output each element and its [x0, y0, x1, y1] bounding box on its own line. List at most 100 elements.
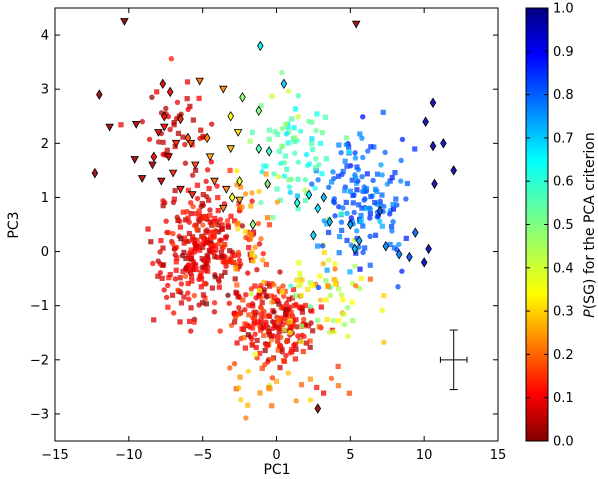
data-point [309, 119, 315, 125]
colorbar-tick-label: 1.0 [553, 2, 574, 17]
data-point [381, 293, 387, 299]
data-point [387, 211, 393, 217]
data-point [343, 199, 349, 206]
data-point [243, 415, 249, 421]
data-point [211, 300, 218, 306]
data-point [352, 155, 359, 161]
data-point [273, 378, 280, 384]
data-point [159, 275, 165, 281]
data-point [254, 267, 260, 273]
data-point [283, 315, 290, 321]
data-point [277, 197, 283, 203]
data-point [298, 382, 305, 388]
diamond-marker [422, 116, 429, 127]
y-tick-label: 0 [41, 245, 49, 260]
data-point [263, 261, 269, 268]
data-point [328, 375, 335, 382]
data-point [186, 230, 192, 237]
data-point [197, 247, 203, 253]
diamond-marker [293, 197, 301, 209]
data-point [305, 286, 311, 292]
diamond-marker [429, 97, 437, 108]
diamond-marker [376, 205, 384, 217]
data-point [341, 311, 347, 317]
data-point [264, 343, 270, 349]
data-point [367, 215, 373, 221]
data-point [291, 135, 298, 141]
data-point [178, 300, 185, 306]
data-point [350, 192, 356, 199]
data-point [377, 202, 383, 208]
triangle-marker [154, 129, 163, 137]
data-point [332, 213, 338, 219]
data-point [342, 187, 348, 194]
data-point [242, 191, 249, 197]
triangle-marker [160, 123, 169, 132]
data-point [177, 275, 183, 281]
data-point [208, 246, 215, 252]
data-point [246, 312, 252, 318]
colorbar-label-rest: (SG) for the PCA criterion [582, 132, 598, 309]
data-point [352, 263, 358, 269]
data-point [364, 171, 370, 177]
data-point [190, 203, 196, 210]
data-point [282, 288, 288, 294]
data-point [279, 349, 285, 355]
data-point [278, 305, 285, 311]
data-point [164, 147, 170, 153]
data-point [260, 257, 266, 263]
data-point [199, 255, 205, 262]
data-point [185, 290, 191, 296]
data-point [336, 204, 342, 210]
data-point [175, 287, 181, 293]
data-point [336, 250, 342, 256]
data-point [243, 234, 249, 241]
triangle-marker [226, 145, 235, 154]
data-point [358, 275, 365, 281]
data-point [295, 176, 301, 182]
data-point [324, 221, 330, 227]
data-point [315, 177, 321, 183]
data-point [228, 213, 234, 219]
data-point [347, 188, 354, 194]
data-point [247, 236, 254, 242]
data-point [194, 182, 201, 188]
data-point [290, 286, 297, 293]
diamond-marker [347, 219, 354, 230]
data-point [314, 384, 320, 391]
data-point [374, 188, 380, 195]
data-point [346, 149, 352, 155]
data-point [248, 203, 254, 209]
data-point [184, 96, 190, 102]
data-point [302, 302, 309, 309]
data-point [403, 235, 409, 241]
data-point [297, 270, 303, 277]
data-point [249, 190, 255, 196]
diamond-marker [395, 249, 403, 260]
data-point [276, 301, 282, 307]
data-point [297, 281, 303, 287]
data-point [200, 292, 207, 298]
data-point [377, 218, 383, 224]
data-point [312, 155, 319, 162]
data-point [340, 297, 346, 303]
data-point [227, 365, 233, 371]
data-point [188, 273, 195, 280]
data-point [252, 351, 259, 357]
triangle-marker [105, 123, 114, 132]
y-tick-label: −2 [30, 353, 49, 368]
data-point [261, 286, 268, 293]
data-point [218, 237, 224, 243]
data-point [323, 297, 329, 303]
data-point [363, 186, 370, 192]
data-point [340, 205, 346, 211]
data-point [163, 294, 170, 301]
data-point [346, 144, 352, 150]
data-point [233, 262, 239, 268]
data-point [257, 390, 263, 396]
colorbar-label-prefix: P [582, 309, 598, 318]
data-point [258, 319, 264, 325]
data-point [272, 319, 278, 326]
data-point [242, 321, 248, 327]
